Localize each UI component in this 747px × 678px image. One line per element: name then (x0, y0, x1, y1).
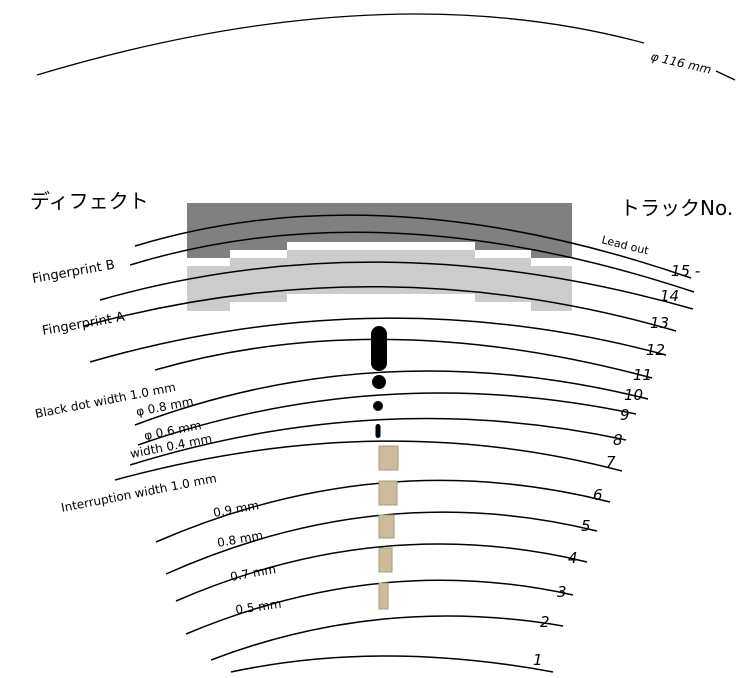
lead-out-label: Lead out (600, 233, 650, 257)
track-number-13: 13 (650, 314, 669, 332)
outer-disc-edge-tail (715, 70, 736, 81)
outer-diameter-label: φ 116 mm (649, 49, 712, 77)
label-0-5mm: 0.5 mm (234, 597, 282, 617)
track-number-4: 4 (568, 549, 578, 567)
track-arc-2 (129, 231, 695, 293)
label-0-8mm: 0.8 mm (216, 528, 264, 550)
interruption-0-7mm (378, 547, 393, 573)
track-number-11: 11 (633, 366, 652, 384)
label-interruption-1-0: Interruption width 1.0 mm (60, 471, 218, 515)
track-number-heading: トラックNo. (620, 196, 734, 220)
track-number-12: 12 (646, 341, 665, 359)
track-number-8: 8 (613, 431, 623, 449)
track-arc-13 (175, 543, 588, 602)
track-arc-7 (134, 370, 649, 426)
outer-disc-edge (36, 13, 645, 76)
track-arc-6 (154, 338, 653, 379)
track-number-9: 9 (620, 406, 630, 424)
track-arc-8 (137, 392, 637, 446)
track-number-7: 7 (606, 453, 616, 471)
interruption-0-9mm (378, 480, 398, 506)
interruption-0-5mm (378, 582, 389, 610)
interruption-0-8mm (378, 514, 395, 539)
track-arc-10 (114, 440, 623, 481)
label-0-9mm: 0.9 mm (212, 498, 260, 520)
black-dot-1-0mm (371, 326, 387, 371)
track-number-2: 2 (540, 613, 550, 631)
defect-heading: ディフェクト (30, 189, 149, 213)
track-arc-4 (83, 285, 677, 332)
track-number-1: 1 (533, 651, 543, 669)
fingerprint-b-region (187, 203, 572, 258)
label-0-7mm: 0.7 mm (229, 562, 277, 584)
label-fingerprint-a: Fingerprint A (41, 310, 126, 339)
track-number-14: 14 (660, 287, 679, 305)
fingerprint-a-region (187, 250, 572, 311)
track-arc-5 (89, 317, 667, 363)
track-arc-3 (99, 261, 694, 310)
track-arc-15 (210, 615, 564, 661)
track-arc-1 (134, 214, 692, 279)
interruption-1-0mm (378, 445, 399, 471)
track-number-15: 15 - (671, 262, 700, 280)
track-arc-16 (230, 655, 554, 673)
track-number-10: 10 (624, 386, 643, 404)
track-number-6: 6 (593, 486, 603, 504)
black-dot-width-0-4mm (375, 424, 381, 438)
black-dot-phi-0-8mm (372, 375, 386, 389)
track-arc-9 (129, 417, 627, 466)
track-number-5: 5 (581, 517, 591, 535)
track-lines (83, 214, 695, 673)
label-fingerprint-b: Fingerprint B (31, 258, 116, 287)
track-number-3: 3 (557, 583, 567, 601)
black-dot-phi-0-6mm (373, 401, 383, 411)
